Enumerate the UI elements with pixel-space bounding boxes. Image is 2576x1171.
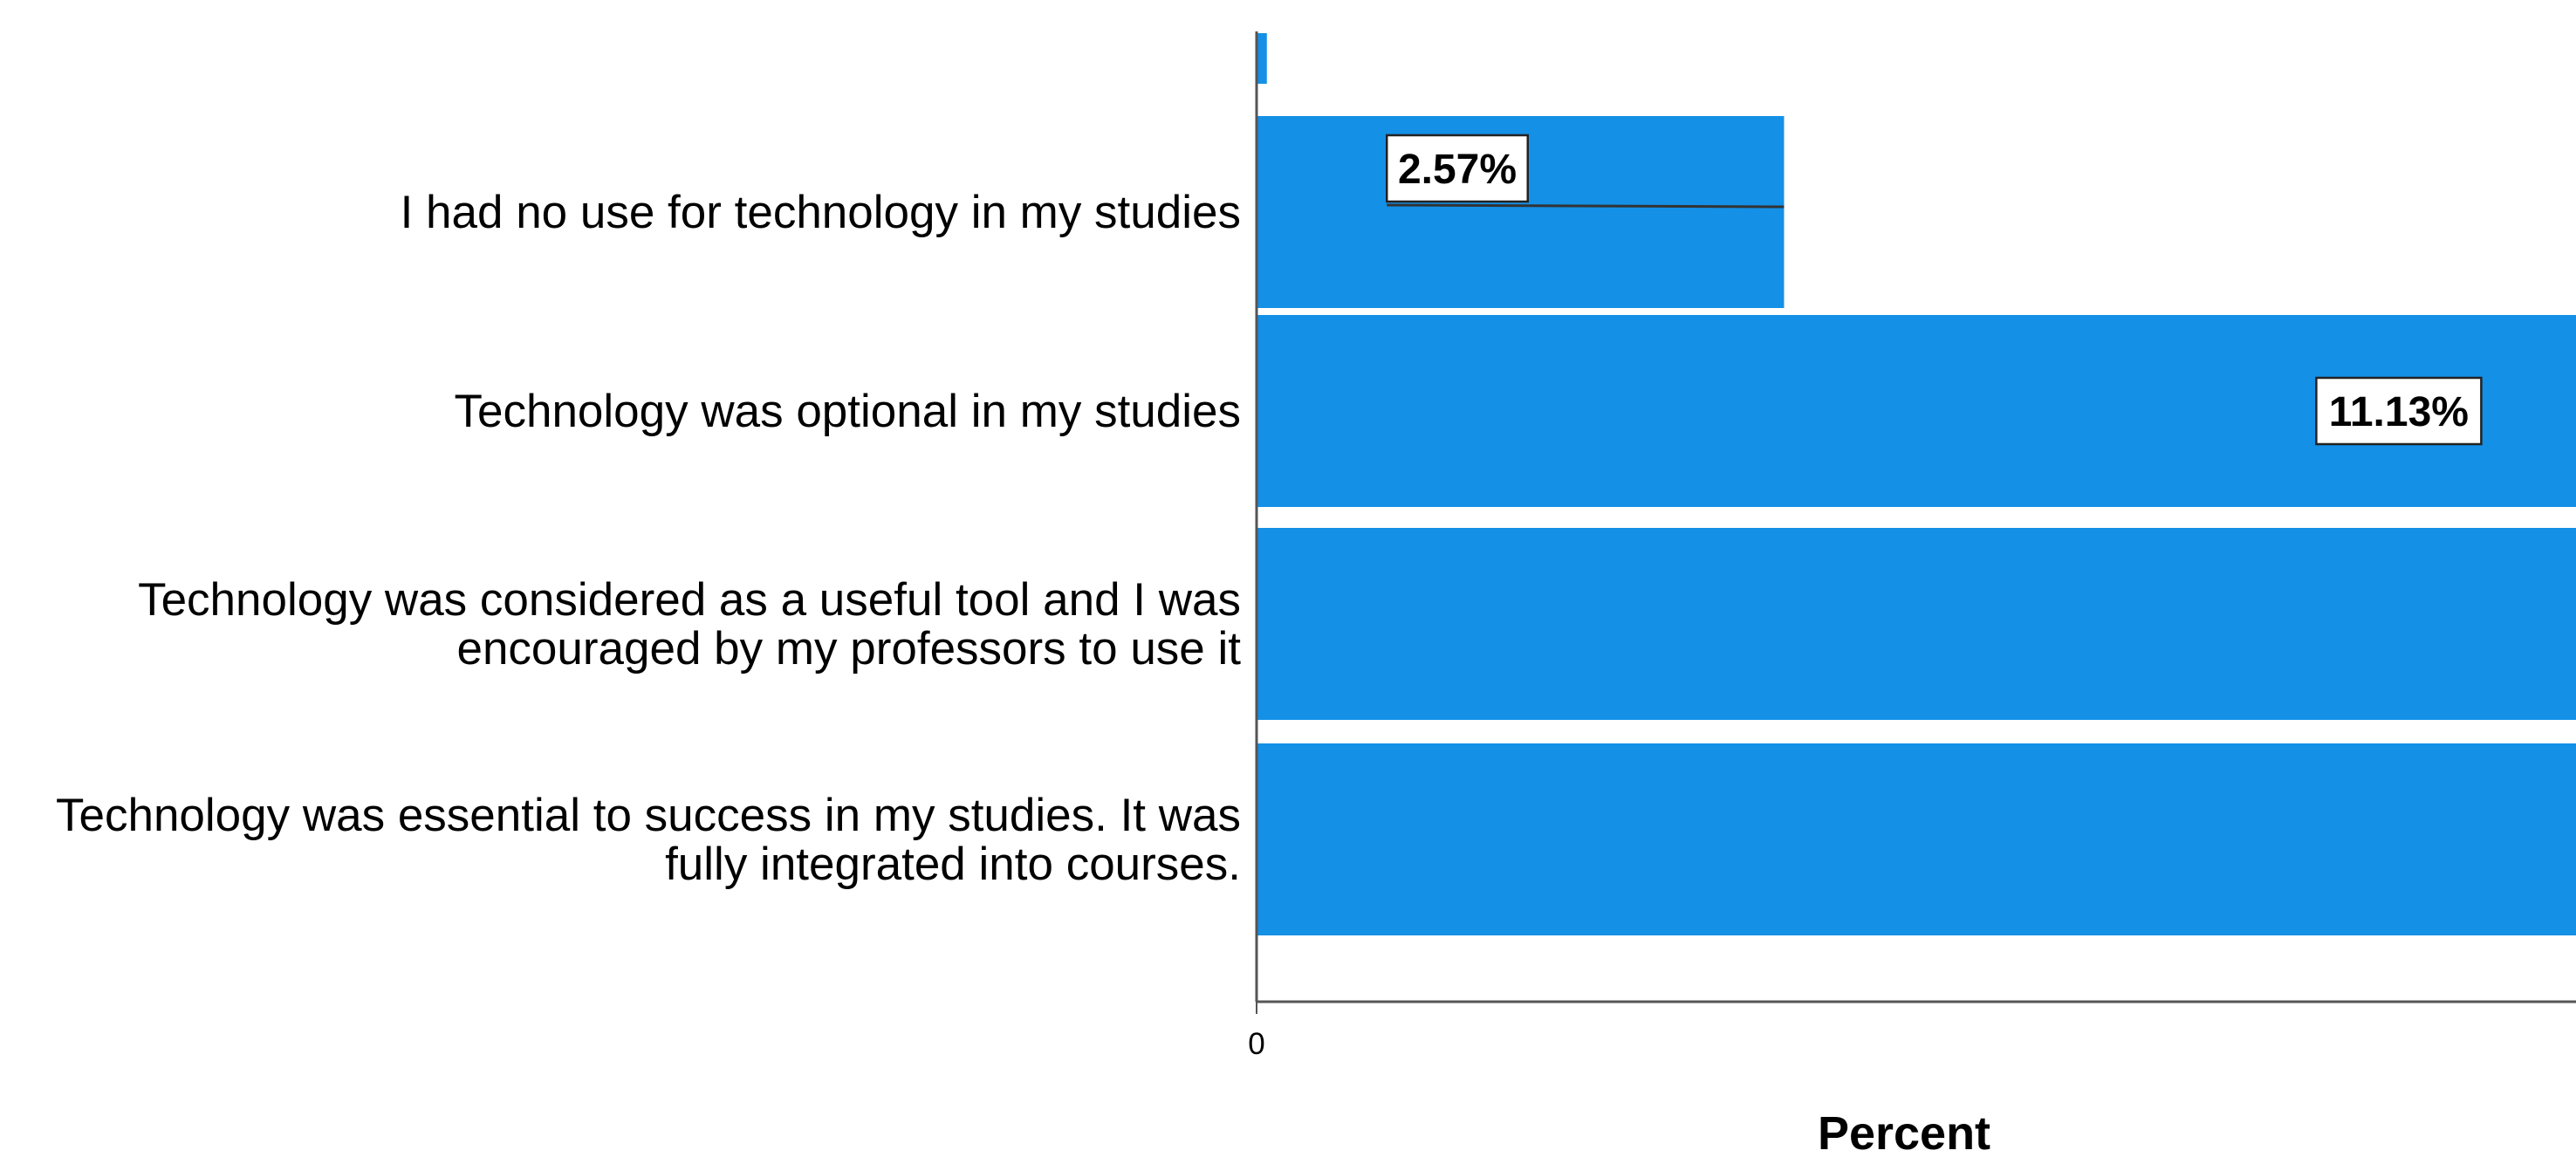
category-labels: I had no use for technology in my studie… [56,187,1241,890]
data-label-leader-line [1387,203,1785,209]
x-axis-title: Percent [1818,1107,1990,1160]
data-label-2: 11.13% [2329,389,2469,435]
axes: 0102030405060 [1248,31,2576,1061]
category-label-3: Technology was considered as a useful to… [138,574,1241,675]
category-label-line: Technology was optional in my studies [455,386,1242,437]
category-label-line: I had no use for technology in my studie… [401,187,1241,238]
data-label-box-2 [2315,376,2483,446]
category-label-2: Technology was optional in my studies [455,386,1242,437]
category-label-line: encouraged by my professors to use it [456,623,1241,675]
data-label-1: 2.57% [1398,147,1517,193]
x-tick-label-0: 0 [1248,1027,1264,1061]
category-label-line: fully integrated into courses. [665,839,1241,890]
bar-sliver [1257,33,1267,84]
category-label-4: Technology was essential to success in m… [56,790,1241,890]
data-labels: 2.57%11.13%30.35%55.85% [1386,134,2483,446]
category-label-line: Technology was considered as a useful to… [138,574,1241,626]
bars [1257,33,2576,935]
data-label-box-1 [1386,134,1529,203]
bar-3 [1257,528,2576,720]
bar-4 [1257,743,2576,935]
category-label-1: I had no use for technology in my studie… [401,187,1241,238]
category-label-line: Technology was essential to success in m… [56,790,1241,841]
